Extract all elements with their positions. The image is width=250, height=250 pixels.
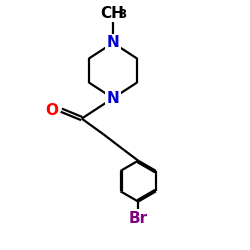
Text: 3: 3 xyxy=(118,8,126,22)
Text: Br: Br xyxy=(129,211,148,226)
Text: N: N xyxy=(106,35,119,50)
Text: CH: CH xyxy=(100,6,124,20)
Text: N: N xyxy=(106,91,119,106)
Text: O: O xyxy=(46,103,59,118)
